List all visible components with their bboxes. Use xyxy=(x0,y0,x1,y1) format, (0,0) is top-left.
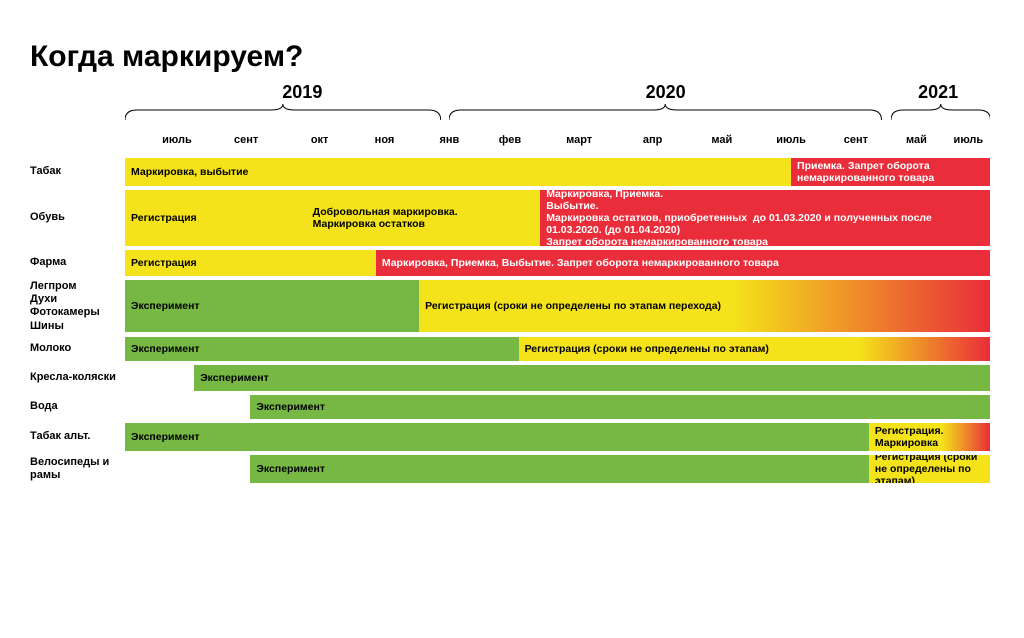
timeline-chart: 2019 2020 2021 июль сент окт ноя янв фев март апр… xyxy=(30,82,990,483)
bar-label: Регистрация. Маркировка xyxy=(875,425,944,449)
bar-label: Маркировка, выбытие xyxy=(131,166,248,178)
row-label: Кресла-коляски xyxy=(30,365,125,391)
bar-label: Регистрация xyxy=(131,212,197,224)
row-track: Эксперимент Регистрация (сроки не определ… xyxy=(125,337,990,361)
bar-label: Приемка. Запрет оборота немаркированного… xyxy=(797,160,984,184)
row-label-text: Табак xyxy=(30,165,119,178)
bar-label: Эксперимент xyxy=(131,343,200,355)
row-track: Эксперимент Регистрация (сроки не определ… xyxy=(125,280,990,332)
timeline-bar: Эксперимент xyxy=(250,395,990,419)
timeline-bar: Эксперимент xyxy=(250,455,868,483)
row-track: Регистрация Добровольная маркировка. Марк… xyxy=(125,190,990,246)
row-label-text: Кресла-коляски xyxy=(30,371,119,384)
timeline-bar: Регистрация (сроки не определены по этап… xyxy=(519,337,990,361)
bar-label: Эксперимент xyxy=(256,401,325,413)
row-label-text: Фотокамеры xyxy=(30,306,119,319)
timeline-bar: Регистрация (сроки не определены по этап… xyxy=(869,455,990,483)
timeline-bar: Регистрация xyxy=(125,250,376,276)
year-brace xyxy=(449,104,882,122)
year-label: 2019 xyxy=(282,82,322,103)
timeline-bar: Регистрация. Маркировка xyxy=(869,423,990,451)
row-label-text: Табак альт. xyxy=(30,430,119,443)
bar-label: Регистрация (сроки не определены по этап… xyxy=(525,343,769,355)
row-label-text: Обувь xyxy=(30,211,119,224)
row-label: Табак альт. xyxy=(30,423,125,451)
year-brace xyxy=(891,104,990,122)
timeline-bar: Добровольная маркировка. Маркировка оста… xyxy=(307,190,541,246)
chart-row: Табак Маркировка, выбытие Приемка. Запрет … xyxy=(30,158,990,186)
timeline-bar: Маркировка, выбытие xyxy=(125,158,791,186)
month-header: июль сент окт ноя янв фев март апр май июль сент ма… xyxy=(30,132,990,154)
month-label: окт xyxy=(311,134,329,146)
bar-label: Маркировка, Приемка. Выбытие. Маркировка… xyxy=(546,190,984,246)
row-track: Эксперимент Регистрация (сроки не определ… xyxy=(125,455,990,483)
timeline-bar: Приемка. Запрет оборота немаркированного… xyxy=(791,158,990,186)
month-label: апр xyxy=(643,134,662,146)
chart-row: Фарма Регистрация Маркировка, Приемка, Выб… xyxy=(30,250,990,276)
chart-row: ЛегпромДухиФотокамерыШины Эксперимент Реги… xyxy=(30,280,990,333)
chart-rows: Табак Маркировка, выбытие Приемка. Запрет … xyxy=(30,158,990,483)
month-label: сент xyxy=(844,134,868,146)
timeline-bar: Эксперимент xyxy=(125,423,869,451)
month-label: март xyxy=(566,134,592,146)
month-label: июль xyxy=(162,134,192,146)
timeline-bar: Маркировка, Приемка. Выбытие. Маркировка… xyxy=(540,190,990,246)
row-label: Табак xyxy=(30,158,125,186)
bar-label: Регистрация (сроки не определены по этап… xyxy=(875,455,984,483)
row-label: Фарма xyxy=(30,250,125,276)
timeline-bar: Эксперимент xyxy=(125,280,419,332)
row-label: Молоко xyxy=(30,337,125,361)
timeline-bar: Эксперимент xyxy=(125,337,519,361)
chart-row: Кресла-коляски Эксперимент xyxy=(30,365,990,391)
chart-row: Табак альт. Эксперимент Регистрация. Марки… xyxy=(30,423,990,451)
row-track: Маркировка, выбытие Приемка. Запрет оборо… xyxy=(125,158,990,186)
row-label: ЛегпромДухиФотокамерыШины xyxy=(30,280,125,333)
month-label: янв xyxy=(439,134,459,146)
chart-row: Велосипеды и рамы Эксперимент Регистрация … xyxy=(30,455,990,483)
bar-label: Регистрация xyxy=(131,257,197,269)
row-track: Регистрация Маркировка, Приемка, Выбытие.… xyxy=(125,250,990,276)
timeline-bar: Эксперимент xyxy=(194,365,990,391)
row-label-text: Шины xyxy=(30,320,119,333)
year-label: 2021 xyxy=(918,82,958,103)
chart-title: Когда маркируем? xyxy=(30,40,994,74)
chart-row: Вода Эксперимент xyxy=(30,395,990,419)
bar-label: Эксперимент xyxy=(256,463,325,475)
month-label: фев xyxy=(499,134,521,146)
month-label: ноя xyxy=(375,134,395,146)
chart-row: Молоко Эксперимент Регистрация (сроки не о… xyxy=(30,337,990,361)
row-label-text: Легпром xyxy=(30,280,119,293)
row-label-text: Фарма xyxy=(30,256,119,269)
year-brace xyxy=(125,104,441,122)
timeline-bar: Регистрация (сроки не определены по этап… xyxy=(419,280,990,332)
row-track: Эксперимент xyxy=(125,395,990,419)
row-label: Обувь xyxy=(30,190,125,246)
bar-label: Добровольная маркировка. Маркировка оста… xyxy=(313,206,458,230)
month-label: июль xyxy=(954,134,984,146)
row-label: Велосипеды и рамы xyxy=(30,455,125,483)
bar-label: Эксперимент xyxy=(131,300,200,312)
row-label: Вода xyxy=(30,395,125,419)
year-label: 2020 xyxy=(646,82,686,103)
row-label-text: Молоко xyxy=(30,342,119,355)
row-track: Эксперимент Регистрация. Маркировка xyxy=(125,423,990,451)
bar-label: Эксперимент xyxy=(131,431,200,443)
bar-label: Эксперимент xyxy=(200,372,269,384)
timeline-bar: Регистрация xyxy=(125,190,307,246)
timeline-bar: Маркировка, Приемка, Выбытие. Запрет обо… xyxy=(376,250,990,276)
row-track: Эксперимент xyxy=(125,365,990,391)
row-label-text: Духи xyxy=(30,293,119,306)
bar-label: Маркировка, Приемка, Выбытие. Запрет обо… xyxy=(382,257,779,269)
month-label: июль xyxy=(776,134,806,146)
row-label-text: Велосипеды и рамы xyxy=(30,456,119,482)
month-label: сент xyxy=(234,134,258,146)
bar-label: Регистрация (сроки не определены по этап… xyxy=(425,300,721,312)
year-header: 2019 2020 2021 xyxy=(30,82,990,114)
chart-row: Обувь Регистрация Добровольная маркировка.… xyxy=(30,190,990,246)
row-label-text: Вода xyxy=(30,400,119,413)
month-label: май xyxy=(906,134,927,146)
month-label: май xyxy=(711,134,732,146)
